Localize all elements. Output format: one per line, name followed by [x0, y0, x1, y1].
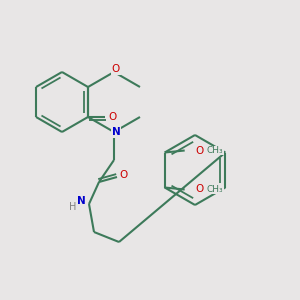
Text: O: O	[112, 64, 120, 74]
Text: O: O	[119, 170, 127, 180]
Text: O: O	[196, 146, 204, 155]
Text: H: H	[69, 202, 77, 212]
Text: N: N	[76, 196, 85, 206]
Text: O: O	[196, 184, 204, 194]
Text: N: N	[112, 127, 120, 137]
Text: O: O	[108, 112, 116, 122]
Text: CH₃: CH₃	[207, 146, 223, 155]
Text: CH₃: CH₃	[207, 185, 223, 194]
